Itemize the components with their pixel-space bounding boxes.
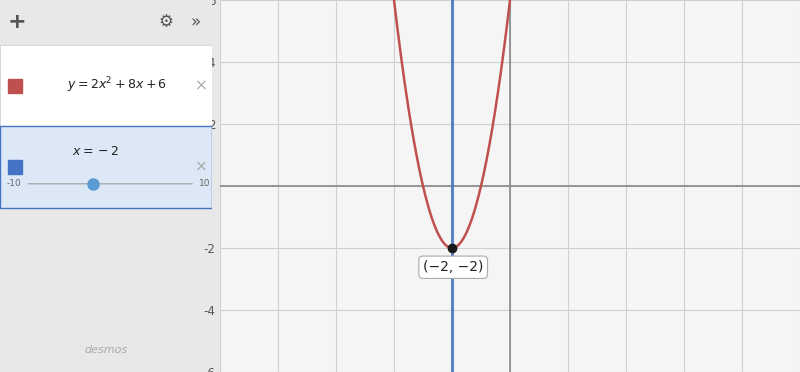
Text: +: + (8, 12, 26, 32)
Text: $y = 2x^2 + 8x + 6$: $y = 2x^2 + 8x + 6$ (66, 76, 166, 95)
Text: desmos: desmos (85, 345, 127, 355)
Text: $x = -2$: $x = -2$ (72, 145, 119, 157)
Text: »: » (190, 13, 200, 31)
Text: 10: 10 (199, 179, 210, 188)
Text: ~: ~ (10, 161, 20, 174)
Text: ⚙: ⚙ (158, 13, 173, 31)
Text: ×: × (195, 78, 208, 93)
Text: -10: -10 (6, 179, 22, 188)
Text: ×: × (195, 160, 208, 175)
FancyBboxPatch shape (0, 45, 212, 126)
FancyBboxPatch shape (0, 126, 212, 208)
Text: ~: ~ (10, 79, 20, 92)
FancyBboxPatch shape (0, 0, 212, 45)
Text: (−2, −2): (−2, −2) (423, 260, 483, 274)
